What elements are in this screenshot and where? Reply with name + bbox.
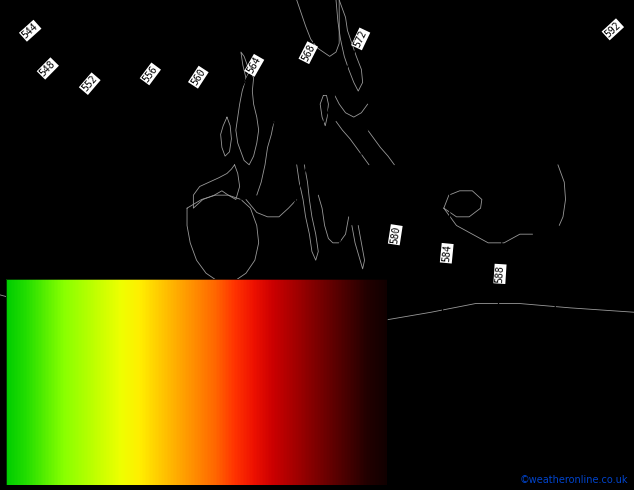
- Text: 584: 584: [441, 244, 453, 263]
- Text: 560: 560: [190, 67, 207, 87]
- Text: 580: 580: [389, 225, 401, 244]
- Text: 548: 548: [38, 59, 58, 78]
- Text: 568: 568: [300, 43, 317, 63]
- Text: ©weatheronline.co.uk: ©weatheronline.co.uk: [519, 475, 628, 486]
- Text: 556: 556: [141, 64, 160, 84]
- Text: 552: 552: [80, 74, 100, 94]
- Text: 588: 588: [495, 265, 505, 283]
- Text: 576: 576: [326, 407, 337, 425]
- Text: 564: 564: [245, 55, 263, 75]
- Text: 592: 592: [603, 20, 623, 39]
- Text: Height 500 hPa Spread mean+σ [gpdm]  ECMWF    Fr 24-05-2024 18:00 UTC (12+06): Height 500 hPa Spread mean+σ [gpdm] ECMW…: [6, 438, 449, 447]
- Text: 544: 544: [20, 21, 40, 40]
- Text: 572: 572: [353, 29, 369, 49]
